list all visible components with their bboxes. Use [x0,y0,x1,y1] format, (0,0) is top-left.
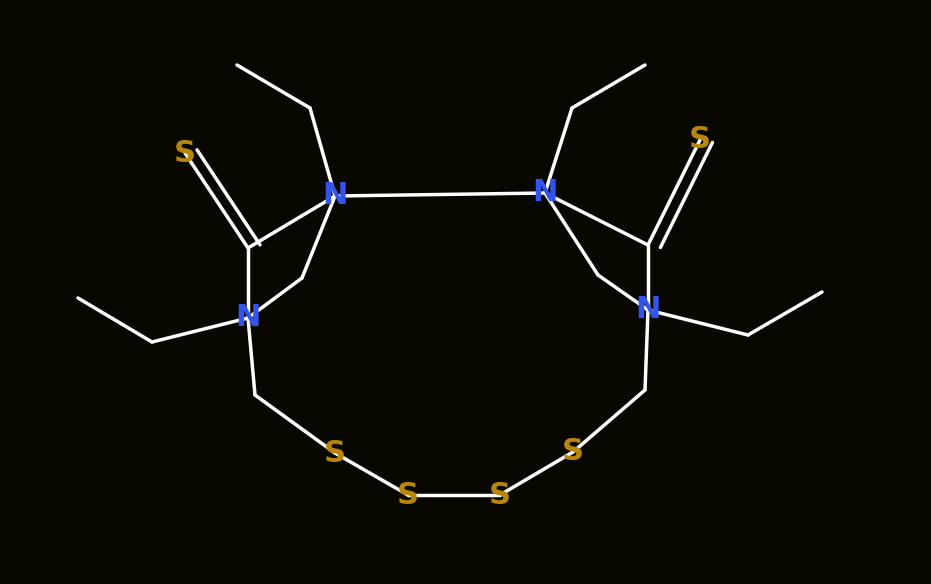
Text: S: S [324,439,346,468]
Text: N: N [533,179,558,207]
Text: N: N [322,182,347,210]
Text: S: S [489,481,511,509]
Text: S: S [689,126,711,155]
Text: S: S [562,437,584,467]
Text: S: S [174,138,196,168]
Text: N: N [236,304,261,332]
Text: S: S [397,481,419,509]
Text: N: N [635,296,661,325]
